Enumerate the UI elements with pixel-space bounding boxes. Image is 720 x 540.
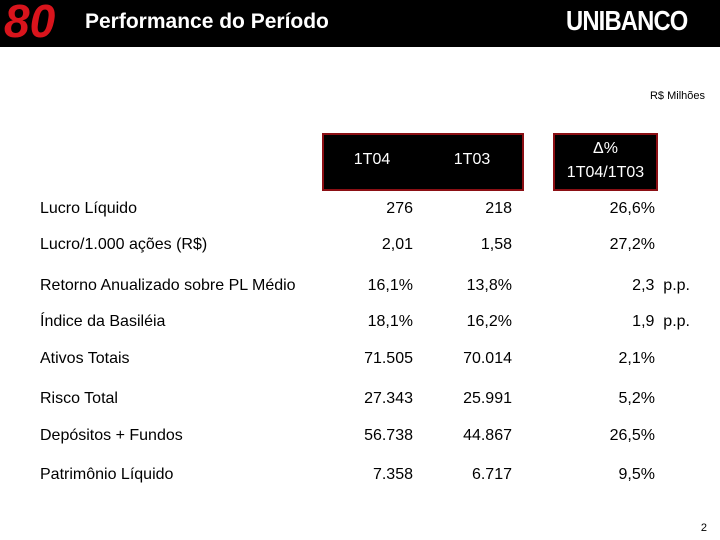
cell-value: 5,2% (618, 390, 655, 407)
cell-value: 16,2% (466, 313, 512, 330)
cell-value: 26,5% (609, 427, 655, 444)
column-header: Δ% (593, 140, 618, 157)
page-number: 2 (700, 522, 707, 534)
cell-value: 25.991 (463, 390, 512, 407)
cell-value: 2,1% (618, 350, 655, 367)
cell-value: 13,8% (466, 277, 512, 294)
row-label: Depósitos + Fundos (40, 427, 183, 444)
row-label: Índice da Basiléia (40, 313, 166, 330)
cell-value: 218 (485, 200, 512, 217)
cell-value: 16,1% (367, 277, 413, 294)
cell-value: 2,3 p.p. (632, 277, 690, 294)
cell-value: 27.343 (364, 390, 413, 407)
cell-value: 44.867 (463, 427, 512, 444)
header-box (553, 133, 658, 191)
column-header: 1T04/1T03 (566, 164, 645, 181)
header-box (322, 133, 524, 191)
row-label: Ativos Totais (40, 350, 130, 367)
cell-value: 2,01 (381, 236, 413, 253)
cell-value: 1,58 (480, 236, 512, 253)
row-label: Patrimônio Líquido (40, 466, 174, 483)
unit-label: R$ Milhões (649, 90, 705, 102)
cell-value: 276 (386, 200, 413, 217)
cell-value: 7.358 (372, 466, 413, 483)
cell-value: 27,2% (609, 236, 655, 253)
row-label: Risco Total (40, 390, 118, 407)
row-label: Lucro/1.000 ações (R$) (40, 236, 208, 253)
row-label: Lucro Líquido (40, 200, 137, 217)
cell-value: 26,6% (609, 200, 655, 217)
cell-value: 1,9 p.p. (632, 313, 690, 330)
row-label: Retorno Anualizado sobre PL Médio (40, 277, 296, 294)
cell-value: 70.014 (463, 350, 512, 367)
column-header: 1T04 (353, 151, 391, 168)
column-header: 1T03 (453, 151, 491, 168)
header-bar (0, 0, 720, 47)
cell-value: 9,5% (618, 466, 655, 483)
cell-value: 6.717 (471, 466, 512, 483)
cell-value: 56.738 (364, 427, 413, 444)
logo-left: 80 (4, 0, 56, 47)
cell-value: 71.505 (364, 350, 413, 367)
cell-value: 18,1% (367, 313, 413, 330)
slide-title: Performance do Período (85, 10, 329, 33)
logo-right: UNIBANCO (566, 5, 688, 36)
